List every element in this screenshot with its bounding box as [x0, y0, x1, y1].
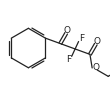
Text: F: F: [79, 34, 85, 43]
Text: F: F: [66, 55, 71, 64]
Text: O: O: [64, 26, 71, 35]
Text: O: O: [92, 64, 99, 72]
Text: O: O: [93, 37, 100, 46]
